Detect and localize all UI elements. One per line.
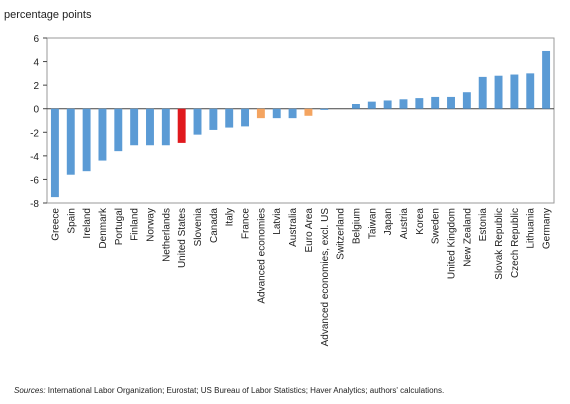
category-label: Advanced economies xyxy=(256,208,267,304)
bar xyxy=(130,108,139,146)
bar xyxy=(193,108,202,135)
y-tick-label: 2 xyxy=(33,81,39,92)
bar xyxy=(66,108,75,175)
bar xyxy=(82,108,91,172)
bars xyxy=(50,50,551,198)
category-label: France xyxy=(241,208,252,240)
category-label: Slovak Republic xyxy=(494,208,505,280)
category-label: Netherlands xyxy=(161,208,172,262)
bar xyxy=(542,50,551,109)
bar xyxy=(383,100,392,109)
category-label: Estonia xyxy=(478,208,489,242)
bar xyxy=(272,108,281,119)
bar xyxy=(478,76,487,109)
y-tick-label: -8 xyxy=(30,199,39,210)
bar xyxy=(209,108,218,130)
bar xyxy=(447,96,455,109)
bar xyxy=(114,108,123,152)
y-tick-label: -6 xyxy=(30,175,39,186)
bar xyxy=(415,98,424,109)
bar xyxy=(399,99,408,109)
category-label: Germany xyxy=(542,208,553,249)
plot-frame xyxy=(46,37,555,204)
category-label: Euro Area xyxy=(304,208,315,253)
bar xyxy=(177,108,186,143)
category-label: Denmark xyxy=(98,207,109,249)
category-label: United Kingdom xyxy=(447,208,458,279)
category-label: Taiwan xyxy=(367,208,378,239)
category-label: Korea xyxy=(415,208,426,235)
bar xyxy=(320,108,329,110)
bar xyxy=(50,108,59,198)
category-label: Ireland xyxy=(82,208,93,239)
bar xyxy=(526,73,535,109)
bar xyxy=(288,108,297,119)
category-label: Advanced economies, excl. US xyxy=(320,208,331,347)
category-label: Italy xyxy=(225,208,236,226)
y-axis-label: percentage points xyxy=(4,9,92,21)
bar xyxy=(431,96,440,109)
footnote: Sources: International Labor Organizatio… xyxy=(14,386,444,395)
category-label: United States xyxy=(177,208,188,268)
y-tick-label: 4 xyxy=(33,58,39,69)
bar xyxy=(510,74,519,109)
bar xyxy=(225,108,234,128)
category-label: Canada xyxy=(209,208,220,243)
category-label: New Zealand xyxy=(462,208,473,267)
y-tick-label: -2 xyxy=(30,128,39,139)
y-tick-label: 0 xyxy=(33,105,39,116)
category-label: Australia xyxy=(288,208,299,247)
sources-text: International Labor Organization; Eurost… xyxy=(45,386,445,395)
bar xyxy=(462,92,471,109)
category-label: Japan xyxy=(383,208,394,235)
bar-chart: percentage points -8 -6 -4 -2 0 2 4 6 Greece Spa… xyxy=(4,9,555,346)
category-label: Greece xyxy=(50,208,61,241)
category-label: Czech Republic xyxy=(510,208,521,278)
bar xyxy=(494,75,503,109)
bar xyxy=(146,108,154,146)
category-label: Belgium xyxy=(351,208,362,244)
bar xyxy=(161,108,170,146)
category-label: Norway xyxy=(145,208,156,242)
bar xyxy=(367,101,376,109)
y-tick-label: 6 xyxy=(33,34,39,45)
category-label: Sweden xyxy=(431,208,442,244)
category-label: Spain xyxy=(66,208,77,234)
category-label: Portugal xyxy=(114,208,125,245)
y-tick-label: -4 xyxy=(30,152,39,163)
category-label: Austria xyxy=(399,208,410,240)
y-axis: -8 -6 -4 -2 0 2 4 6 xyxy=(30,34,554,210)
category-label: Lithuania xyxy=(526,208,537,249)
category-label: Switzerland xyxy=(336,208,347,260)
category-label: Finland xyxy=(130,208,141,241)
bar xyxy=(98,108,107,161)
bar xyxy=(351,104,360,109)
category-label: Slovenia xyxy=(193,208,204,247)
x-axis: Greece Spain Ireland Denmark Portugal Finland… xyxy=(50,207,552,346)
bar xyxy=(241,108,250,127)
category-label: Latvia xyxy=(272,208,283,235)
bar xyxy=(256,108,265,119)
sources-label: Sources: xyxy=(14,386,46,395)
bar xyxy=(304,108,313,116)
